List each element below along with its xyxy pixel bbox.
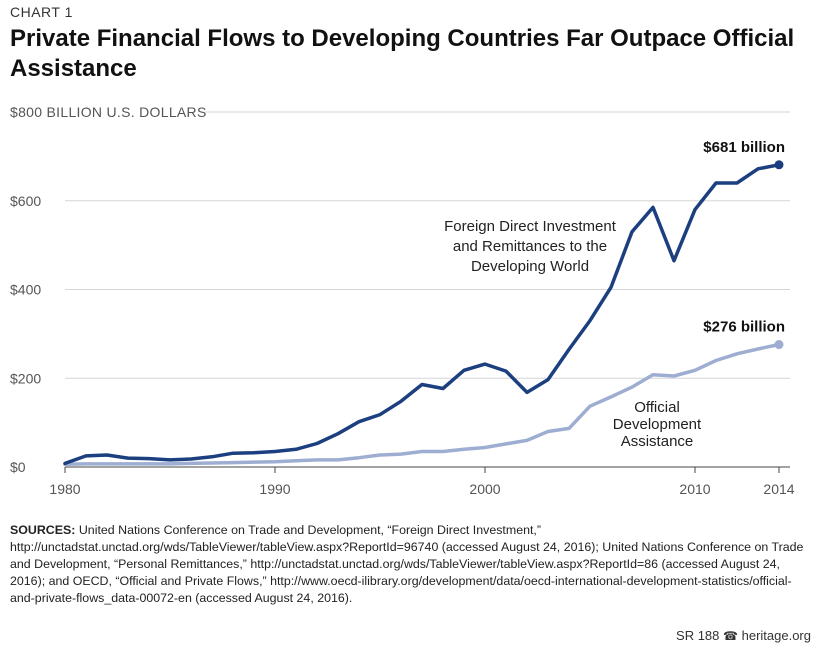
chart-label: CHART 1 [10,4,73,20]
report-number: SR 188 [676,628,720,643]
sources-text: United Nations Conference on Trade and D… [10,523,804,605]
footer: SR 188 ☎ heritage.org [676,628,811,643]
fdi-series-label: Foreign Direct Investment [444,218,617,235]
site-name: heritage.org [741,628,811,643]
fdi-series-label: and Remittances to the [453,238,607,255]
y-axis-unit-label: $800 BILLION U.S. DOLLARS [10,104,207,120]
oda-end-value-label: $276 billion [703,319,785,336]
x-tick-label: 2000 [469,481,500,497]
y-tick-label: $0 [10,459,26,475]
y-tick-label: $600 [10,193,41,209]
x-tick-label: 2014 [763,481,794,497]
fdi-series-label: Developing World [471,258,589,275]
oda-line [63,342,781,467]
liberty-bell-icon: ☎ [723,629,738,643]
y-tick-label: $400 [10,282,41,298]
sources-prefix: SOURCES: [10,523,76,537]
fdi-endpoint-marker [774,160,784,170]
oda-endpoint-marker [774,340,784,350]
chart-title: Private Financial Flows to Developing Co… [10,25,795,82]
y-tick-label: $200 [10,370,41,386]
oda-series-label: Development [613,416,702,433]
x-tick-label: 2010 [679,481,710,497]
x-tick-label: 1980 [49,481,80,497]
x-tick-label: 1990 [259,481,290,497]
line-chart: $0 $200 $400 $600 1980 1990 2000 2010 2014 $276 … [10,111,795,497]
fdi-end-value-label: $681 billion [703,139,785,156]
oda-series-label: Assistance [621,433,694,450]
fdi-remittances-line [63,163,781,466]
sources-note: SOURCES: United Nations Conference on Tr… [10,522,815,607]
oda-series-label: Official [634,399,680,416]
